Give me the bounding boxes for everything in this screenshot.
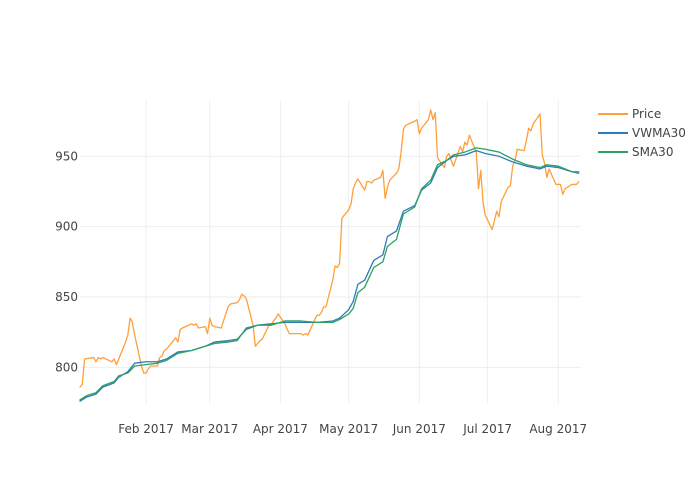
y-tick-label-950: 950 xyxy=(55,149,78,163)
legend-label-sma30: SMA30 xyxy=(632,145,673,159)
y-tick-label-900: 900 xyxy=(55,220,78,234)
x-tick-label-may-2017: May 2017 xyxy=(319,422,378,436)
series-line-sma30 xyxy=(79,147,580,401)
series-line-vwma30 xyxy=(79,150,580,402)
x-tick-label-jul-2017: Jul 2017 xyxy=(462,422,512,436)
y-tick-labels: 800 850 900 950 xyxy=(55,149,78,374)
y-tick-label-800: 800 xyxy=(55,360,78,374)
legend-label-vwma30: VWMA30 xyxy=(632,126,686,140)
x-tick-labels: Feb 2017 Mar 2017 Apr 2017 May 2017 Jun 2017… xyxy=(118,422,587,436)
y-tick-label-850: 850 xyxy=(55,290,78,304)
x-tick-label-apr-2017: Apr 2017 xyxy=(253,422,308,436)
x-tick-label-mar-2017: Mar 2017 xyxy=(181,422,238,436)
x-tick-label-feb-2017: Feb 2017 xyxy=(118,422,174,436)
legend-item-vwma30[interactable]: VWMA30 xyxy=(598,126,686,140)
legend[interactable]: Price VWMA30 SMA30 xyxy=(598,107,686,159)
legend-item-price[interactable]: Price xyxy=(598,107,661,121)
series-line-price xyxy=(79,109,580,388)
x-tick-label-jun-2017: Jun 2017 xyxy=(392,422,446,436)
series-lines xyxy=(79,109,580,402)
x-tick-label-aug-2017: Aug 2017 xyxy=(529,422,587,436)
legend-item-sma30[interactable]: SMA30 xyxy=(598,145,673,159)
legend-label-price: Price xyxy=(632,107,661,121)
x-gridlines xyxy=(145,100,559,404)
